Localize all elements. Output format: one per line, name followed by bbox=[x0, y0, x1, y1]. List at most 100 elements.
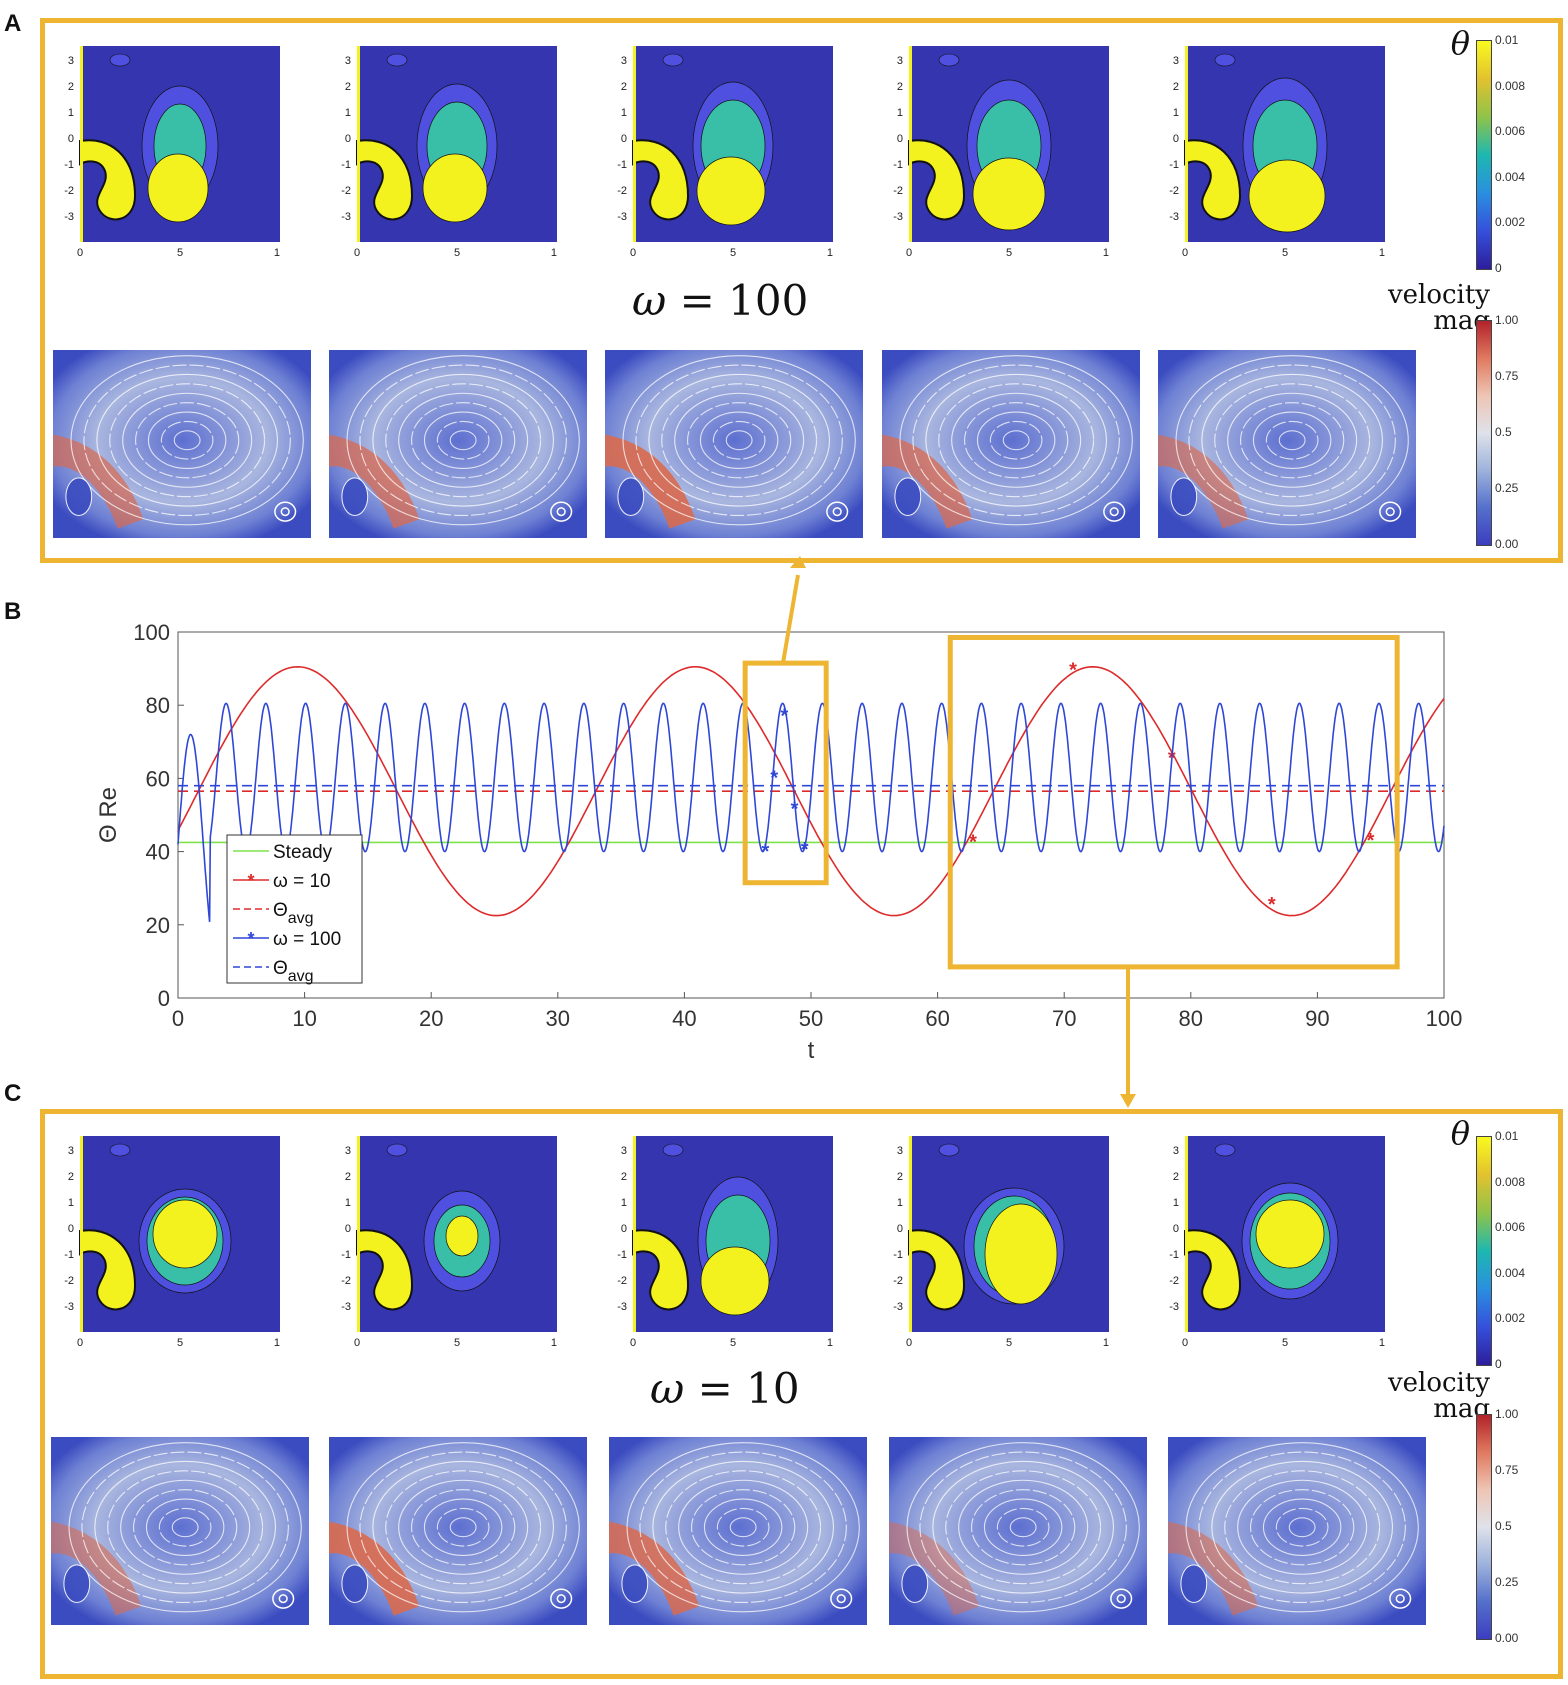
yellow-core bbox=[1248, 159, 1326, 233]
x-tick-label: 0 bbox=[630, 247, 636, 259]
y-tick-label: 2 bbox=[621, 1171, 627, 1183]
legend-label: Θavg bbox=[273, 958, 314, 985]
x-tick-label: 100 bbox=[1426, 1006, 1463, 1031]
x-tick-label: 5 bbox=[177, 247, 183, 259]
corner-vortex bbox=[621, 1564, 649, 1603]
x-tick-label: 70 bbox=[1052, 1006, 1076, 1031]
colorbar-tick-label: 0.25 bbox=[1495, 481, 1519, 495]
velocity-label-line1: velocity bbox=[1387, 1368, 1490, 1398]
streamline bbox=[687, 402, 792, 479]
y-tick-label: -2 bbox=[1169, 1275, 1179, 1287]
corner-eddy-core bbox=[278, 1594, 288, 1604]
y-tick-label: 0 bbox=[345, 1223, 351, 1235]
corner-vortex bbox=[341, 477, 369, 516]
streamline bbox=[622, 355, 856, 526]
streamline bbox=[703, 1498, 783, 1556]
y-tick-label: -1 bbox=[64, 1249, 74, 1261]
theta-colorbar bbox=[1476, 1136, 1492, 1366]
velocity-label-line1: velocity bbox=[1387, 280, 1490, 310]
streamline bbox=[976, 411, 1056, 469]
left-edge bbox=[633, 1136, 636, 1332]
y-tick-label: 1 bbox=[68, 1197, 74, 1209]
corner-eddy bbox=[550, 1588, 573, 1609]
streamline bbox=[398, 392, 529, 488]
x-tick-label: 10 bbox=[827, 1337, 833, 1349]
y-tick-label: 0 bbox=[621, 1223, 627, 1235]
y-axis-label: Θ Re bbox=[95, 787, 122, 843]
streamline bbox=[96, 373, 279, 507]
left-edge bbox=[357, 1136, 360, 1332]
y-tick-label: 80 bbox=[146, 693, 170, 718]
y-tick-label: -3 bbox=[64, 1301, 74, 1313]
velocity-snapshot bbox=[53, 350, 311, 538]
streamline bbox=[423, 1498, 503, 1556]
streamline bbox=[635, 364, 843, 516]
panel-letter-c: C bbox=[4, 1080, 22, 1107]
yellow-core bbox=[1255, 1199, 1325, 1269]
series-marker: * bbox=[791, 799, 799, 821]
yellow-crescent bbox=[356, 139, 414, 221]
theta-colorbar bbox=[1476, 40, 1492, 270]
streamline bbox=[372, 1460, 555, 1594]
y-tick-label: -1 bbox=[341, 1249, 351, 1261]
y-tick-label: -1 bbox=[1169, 159, 1179, 171]
streamline bbox=[398, 1479, 529, 1575]
colorbar-tick-label: 0.5 bbox=[1495, 425, 1512, 439]
x-tick-label: 10 bbox=[274, 247, 280, 259]
x-tick-label: 5 bbox=[1006, 1337, 1012, 1349]
streamline bbox=[899, 355, 1133, 526]
legend-label: ω = 100 bbox=[273, 929, 341, 950]
streamline bbox=[94, 1460, 277, 1594]
x-tick-label: 40 bbox=[672, 1006, 696, 1031]
y-tick-label: -2 bbox=[893, 185, 903, 197]
streamline bbox=[652, 1460, 835, 1594]
series-marker: * bbox=[1168, 747, 1176, 769]
small-blob bbox=[938, 53, 960, 67]
y-tick-label: 3 bbox=[1173, 1145, 1179, 1157]
corner-vortex bbox=[894, 477, 922, 516]
x-tick-label: 0 bbox=[1182, 247, 1188, 259]
streamline bbox=[971, 1489, 1076, 1566]
streamline bbox=[725, 430, 753, 451]
velocity-field bbox=[51, 1437, 309, 1625]
series-marker: * bbox=[1069, 660, 1077, 682]
streamline bbox=[81, 1451, 289, 1603]
streamline bbox=[1198, 1451, 1406, 1603]
x-tick-label: 60 bbox=[925, 1006, 949, 1031]
streamline bbox=[135, 402, 240, 479]
y-tick-label: 20 bbox=[146, 913, 170, 938]
y-tick-label: 1 bbox=[1173, 1197, 1179, 1209]
yellow-crescent bbox=[79, 139, 137, 221]
corner-eddy-core bbox=[556, 507, 566, 517]
streamline bbox=[133, 1489, 238, 1566]
y-tick-label: 3 bbox=[68, 55, 74, 67]
legend-label: Steady bbox=[273, 842, 333, 863]
velocity-snapshot bbox=[882, 350, 1140, 538]
streamline bbox=[1237, 1479, 1368, 1575]
yellow-core bbox=[152, 1199, 218, 1269]
y-tick-label: 3 bbox=[621, 1145, 627, 1157]
y-tick-label: 0 bbox=[621, 133, 627, 145]
colorbar-tick-label: 0.006 bbox=[1495, 1220, 1526, 1235]
velocity-snapshot bbox=[329, 350, 587, 538]
y-tick-label: -3 bbox=[341, 1301, 351, 1313]
corner-eddy bbox=[830, 1588, 853, 1609]
y-tick-label: 3 bbox=[897, 55, 903, 67]
velocity-colorbar bbox=[1476, 320, 1492, 546]
y-tick-label: 2 bbox=[897, 1171, 903, 1183]
yellow-crescent bbox=[1184, 1229, 1242, 1311]
streamline bbox=[912, 364, 1120, 516]
yellow-crescent bbox=[632, 139, 690, 221]
series-line bbox=[177, 702, 1445, 922]
velocity-field bbox=[329, 1437, 587, 1625]
y-tick-label: 2 bbox=[897, 81, 903, 93]
y-tick-label: -1 bbox=[617, 159, 627, 171]
streamline bbox=[951, 392, 1082, 488]
corner-eddy bbox=[826, 501, 849, 522]
y-tick-label: 1 bbox=[345, 1197, 351, 1209]
y-tick-label: 0 bbox=[345, 133, 351, 145]
streamline bbox=[436, 420, 490, 460]
